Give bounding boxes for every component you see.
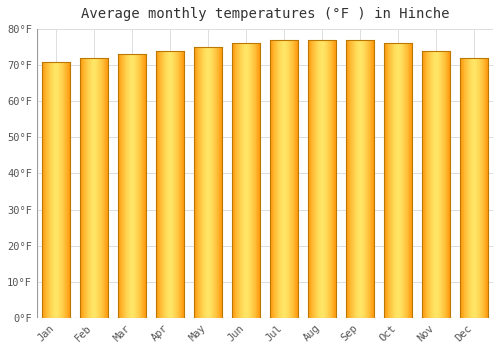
Title: Average monthly temperatures (°F ) in Hinche: Average monthly temperatures (°F ) in Hi… (80, 7, 449, 21)
